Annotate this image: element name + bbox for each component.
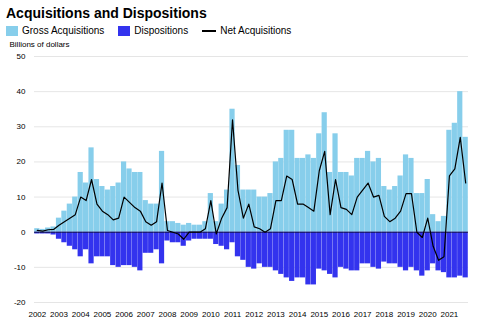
svg-text:20: 20 (17, 157, 26, 166)
svg-text:2018: 2018 (375, 310, 393, 319)
svg-text:40: 40 (17, 87, 26, 96)
svg-text:2017: 2017 (354, 310, 372, 319)
html-text:Gross Acquisitions: Gross Acquisitions (22, 25, 105, 36)
html-text:Dispositions: Dispositions (134, 25, 189, 36)
svg-text:2016: 2016 (332, 310, 350, 319)
svg-text:2003: 2003 (50, 310, 68, 319)
html-text:Net Acquisitions: Net Acquisitions (220, 25, 292, 36)
svg-text:2005: 2005 (93, 310, 111, 319)
svg-text:2007: 2007 (137, 310, 155, 319)
svg-text:2008: 2008 (159, 310, 177, 319)
svg-text:2011: 2011 (224, 310, 242, 319)
svg-text:10: 10 (17, 193, 26, 202)
svg-text:50: 50 (17, 52, 26, 61)
svg-text:2012: 2012 (245, 310, 263, 319)
svg-text:2009: 2009 (180, 310, 198, 319)
svg-text:30: 30 (17, 122, 26, 131)
svg-text:2015: 2015 (310, 310, 328, 319)
svg-text:-10: -10 (14, 263, 26, 272)
svg-text:Billions of dollars: Billions of dollars (10, 40, 70, 49)
html-text:Acquisitions and Dispositions: Acquisitions and Dispositions (6, 5, 207, 21)
svg-text:2013: 2013 (267, 310, 285, 319)
svg-text:2019: 2019 (397, 310, 415, 319)
svg-text:2010: 2010 (202, 310, 220, 319)
svg-text:2002: 2002 (28, 310, 46, 319)
svg-text:2014: 2014 (289, 310, 307, 319)
svg-text:-20: -20 (14, 298, 26, 307)
svg-text:2021: 2021 (441, 310, 459, 319)
svg-text:0: 0 (21, 228, 26, 237)
svg-text:2006: 2006 (115, 310, 133, 319)
svg-text:2020: 2020 (419, 310, 437, 319)
svg-text:2004: 2004 (72, 310, 90, 319)
